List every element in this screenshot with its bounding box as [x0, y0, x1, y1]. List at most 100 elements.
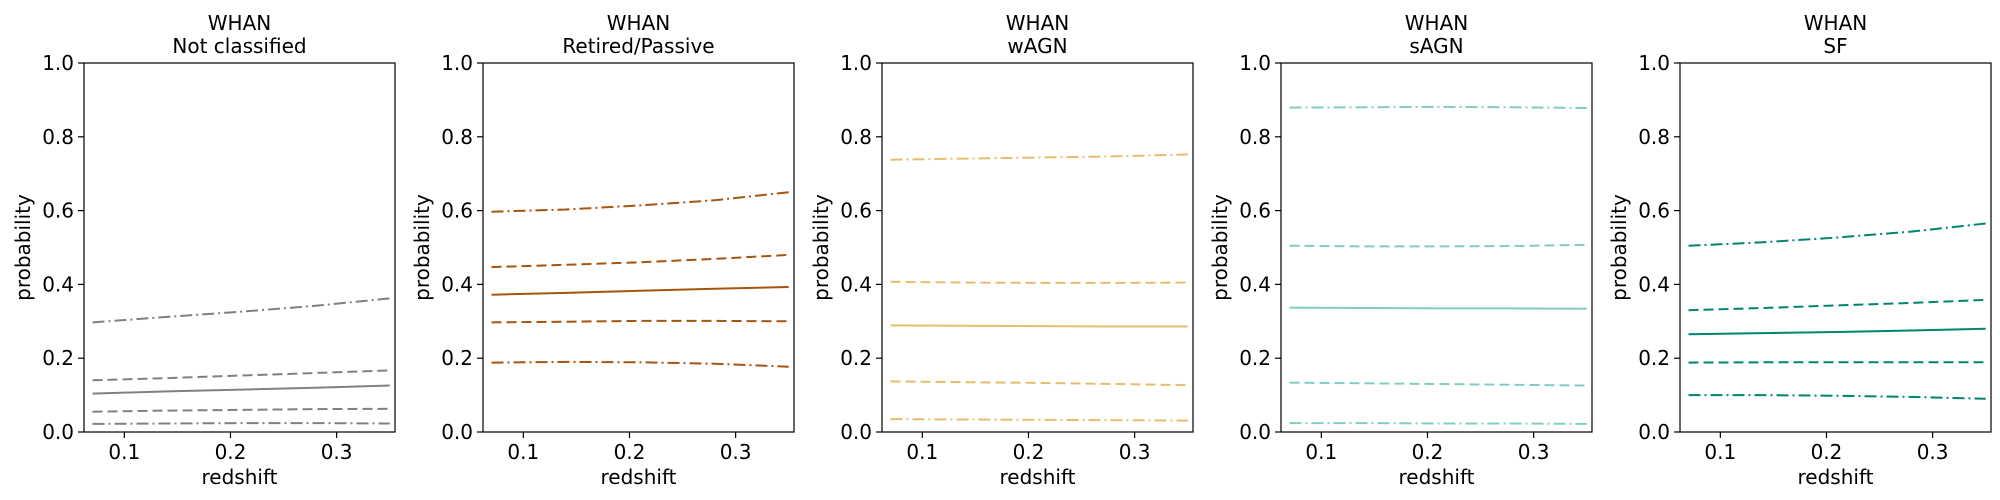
y-tick-label: 0.0: [1239, 420, 1271, 444]
series-line-solid: [1289, 306, 1587, 310]
series-line-dashed: [1289, 243, 1587, 248]
y-tick-label: 0.4: [441, 272, 473, 296]
series-line-dashed: [491, 253, 789, 269]
y-axis-label: probability: [1208, 194, 1232, 301]
y-axis-label: probability: [410, 194, 434, 301]
series-line-solid: [92, 384, 390, 395]
x-axis-label: redshift: [601, 465, 677, 489]
x-tick-label: 0.3: [321, 440, 353, 464]
series-line-dashdot: [1289, 422, 1587, 425]
panel-title-line: WHAN: [208, 11, 271, 35]
y-tick-label: 1.0: [1239, 51, 1271, 75]
series-line-dashdot: [1289, 105, 1587, 109]
y-tick-label: 0.0: [42, 420, 74, 444]
y-tick-label: 0.8: [840, 125, 872, 149]
x-tick-label: 0.2: [614, 440, 646, 464]
x-tick-label: 0.1: [1704, 440, 1736, 464]
y-tick-label: 0.4: [1239, 272, 1271, 296]
y-tick-label: 0.2: [1638, 346, 1670, 370]
series-line-dashdot: [890, 153, 1188, 161]
y-tick-label: 1.0: [42, 51, 74, 75]
x-tick-label: 0.1: [906, 440, 938, 464]
y-tick-label: 0.2: [1239, 346, 1271, 370]
x-axis-label: redshift: [1000, 465, 1076, 489]
plot-frame: [83, 62, 396, 433]
series-line-solid: [890, 324, 1188, 328]
x-tick-label: 0.3: [720, 440, 752, 464]
x-tick-label: 0.2: [1412, 440, 1444, 464]
plot-frame: [1280, 62, 1593, 433]
series-line-dashdot: [92, 297, 390, 324]
x-tick-label: 0.1: [1305, 440, 1337, 464]
panel-title-line: wAGN: [1007, 34, 1067, 58]
series-line-dashdot: [491, 191, 789, 213]
x-tick-label: 0.3: [1917, 440, 1949, 464]
series-line-dashed: [890, 280, 1188, 284]
x-axis-label: redshift: [1399, 465, 1475, 489]
x-tick-label: 0.2: [215, 440, 247, 464]
series-line-dashed: [92, 407, 390, 413]
y-tick-label: 0.4: [1638, 272, 1670, 296]
y-tick-label: 0.6: [1638, 199, 1670, 223]
y-tick-label: 0.6: [1239, 199, 1271, 223]
y-tick-label: 0.0: [441, 420, 473, 444]
y-tick-label: 0.0: [1638, 420, 1670, 444]
x-tick-label: 0.1: [108, 440, 140, 464]
series-line-dashed: [890, 380, 1188, 387]
y-axis-label: probability: [1607, 194, 1631, 301]
plot-frame: [1679, 62, 1992, 433]
panel-title-line: SF: [1823, 34, 1847, 58]
panel-title-line: WHAN: [1006, 11, 1069, 35]
y-tick-label: 0.6: [441, 199, 473, 223]
series-line-dashdot: [1688, 394, 1986, 400]
series-line-dashed: [1289, 381, 1587, 387]
y-tick-label: 0.8: [1638, 125, 1670, 149]
y-tick-label: 0.2: [840, 346, 872, 370]
plot-frame: [482, 62, 795, 433]
y-tick-label: 0.8: [441, 125, 473, 149]
panel-title-line: Not classified: [172, 34, 306, 58]
y-tick-label: 0.2: [441, 346, 473, 370]
x-axis-label: redshift: [202, 465, 278, 489]
y-tick-label: 1.0: [1638, 51, 1670, 75]
series-line-dashdot: [92, 422, 390, 425]
series-line-dashed: [491, 319, 789, 324]
series-line-solid: [491, 286, 789, 296]
x-tick-label: 0.3: [1119, 440, 1151, 464]
series-line-dashdot: [491, 360, 789, 368]
series-line-dashdot: [1688, 222, 1986, 247]
series-line-solid: [1688, 327, 1986, 336]
panel-title-line: sAGN: [1409, 34, 1463, 58]
series-line-dashed: [92, 369, 390, 382]
series-line-dashed: [1688, 298, 1986, 312]
panel-title-line: WHAN: [607, 11, 670, 35]
x-tick-label: 0.2: [1013, 440, 1045, 464]
y-tick-label: 0.2: [42, 346, 74, 370]
x-tick-label: 0.2: [1811, 440, 1843, 464]
y-tick-label: 1.0: [441, 51, 473, 75]
x-tick-label: 0.3: [1518, 440, 1550, 464]
y-tick-label: 0.6: [42, 199, 74, 223]
plot-frame: [881, 62, 1194, 433]
x-tick-label: 0.1: [507, 440, 539, 464]
y-tick-label: 0.8: [1239, 125, 1271, 149]
panel-title-line: WHAN: [1405, 11, 1468, 35]
y-tick-label: 1.0: [840, 51, 872, 75]
panel-title-line: WHAN: [1804, 11, 1867, 35]
y-axis-label: probability: [11, 194, 35, 301]
y-tick-label: 0.6: [840, 199, 872, 223]
panel-title-line: Retired/Passive: [562, 34, 714, 58]
series-line-dashdot: [890, 418, 1188, 422]
x-axis-label: redshift: [1798, 465, 1874, 489]
y-tick-label: 0.8: [42, 125, 74, 149]
y-tick-label: 0.0: [840, 420, 872, 444]
y-axis-label: probability: [809, 194, 833, 301]
y-tick-label: 0.4: [42, 272, 74, 296]
